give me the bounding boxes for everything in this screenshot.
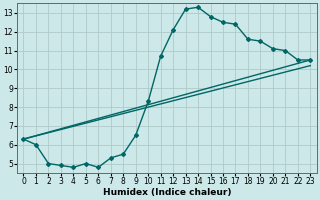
X-axis label: Humidex (Indice chaleur): Humidex (Indice chaleur) bbox=[103, 188, 231, 197]
